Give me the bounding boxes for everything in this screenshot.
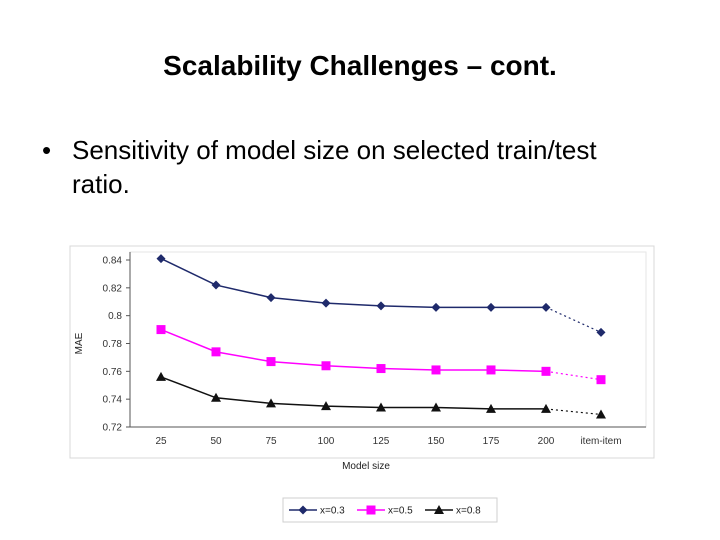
series-x-0-5-point [431, 365, 441, 375]
series-x-0-3-point [541, 302, 551, 312]
series-x-0-5-point [321, 361, 331, 371]
y-axis-label: MAE [74, 332, 85, 354]
series-x-0-5-point [211, 347, 221, 357]
slide-title: Scalability Challenges – cont. [163, 50, 557, 81]
series-x-0-8-point [376, 402, 386, 412]
bullet-item: • Sensitivity of model size on selected … [42, 133, 642, 201]
chart-container: 0.72 0.74 0.76 0.78 0.8 0.82 0.84 25 50 75 100 125 1… [68, 240, 658, 540]
series-x-0-8-point [596, 409, 606, 419]
series-x-0-8-point [211, 392, 221, 402]
y-tick-label: 0.72 [103, 423, 123, 434]
series-x-0-8-point [486, 403, 496, 413]
legend-marker [298, 505, 308, 515]
legend-label: x=0.5 [388, 506, 413, 517]
legend-label: x=0.3 [320, 506, 345, 517]
legend-label: x=0.8 [456, 506, 481, 517]
series-x-0-3-point [211, 280, 221, 290]
series-x-0-5-line [160, 328, 547, 373]
legend-box [282, 497, 498, 523]
bullet-symbol: • [42, 135, 52, 165]
series-x-0-5-point [376, 364, 386, 374]
series-x-0-3-line [160, 257, 546, 309]
y-tick-label: 0.8 [108, 311, 122, 322]
legend-marker [366, 505, 376, 515]
chart-outer-border [69, 245, 655, 459]
series-x-0-3-point [376, 301, 386, 311]
series-x-0-5-point [266, 357, 276, 367]
x-tick-label: 50 [210, 436, 222, 447]
x-tick-label: 100 [318, 436, 335, 447]
series-x-0-8-point [266, 398, 276, 408]
series-x-0-8-dotted-connector [545, 408, 602, 416]
x-axis-label: Model size [342, 461, 390, 472]
y-tick-label: 0.78 [103, 339, 123, 350]
series-x-0-8-point [541, 403, 551, 413]
series-x-0-5-point [541, 366, 551, 376]
x-tick-label: item-item [580, 436, 621, 447]
series-x-0-8-point [321, 401, 331, 411]
bullet-list: • Sensitivity of model size on selected … [42, 133, 642, 201]
series-x-0-3-point [486, 302, 496, 312]
y-tick-label: 0.76 [103, 367, 123, 378]
bullet-text: Sensitivity of model size on selected tr… [72, 135, 597, 199]
plot-area-border [129, 251, 647, 428]
series-x-0-3-point [156, 254, 166, 264]
x-tick-label: 150 [428, 436, 445, 447]
series-x-0-3-point [431, 302, 441, 312]
x-tick-label: 200 [538, 436, 555, 447]
x-tick-label: 175 [483, 436, 500, 447]
mae-line-chart: 0.72 0.74 0.76 0.78 0.8 0.82 0.84 25 50 75 100 125 1… [69, 245, 655, 523]
y-tick-label: 0.84 [103, 256, 123, 267]
series-x-0-3-dotted-connector [545, 306, 602, 333]
series-x-0-3-point [266, 293, 276, 303]
series-x-0-5-point [486, 365, 496, 375]
x-tick-label: 125 [373, 436, 390, 447]
series-x-0-3-point [596, 327, 606, 337]
x-tick-label: 75 [265, 436, 277, 447]
legend-marker [434, 505, 444, 514]
series-x-0-5-point [596, 375, 606, 385]
series-x-0-3-point [321, 298, 331, 308]
series-x-0-8-point [431, 402, 441, 412]
series-x-0-5-point [156, 325, 166, 335]
y-tick-label: 0.82 [103, 283, 123, 294]
series-x-0-8-line [160, 376, 546, 410]
x-tick-label: 25 [155, 436, 167, 447]
y-tick-label: 0.74 [103, 395, 123, 406]
series-x-0-5-dotted-connector [545, 370, 602, 381]
series-x-0-8-point [156, 371, 166, 381]
